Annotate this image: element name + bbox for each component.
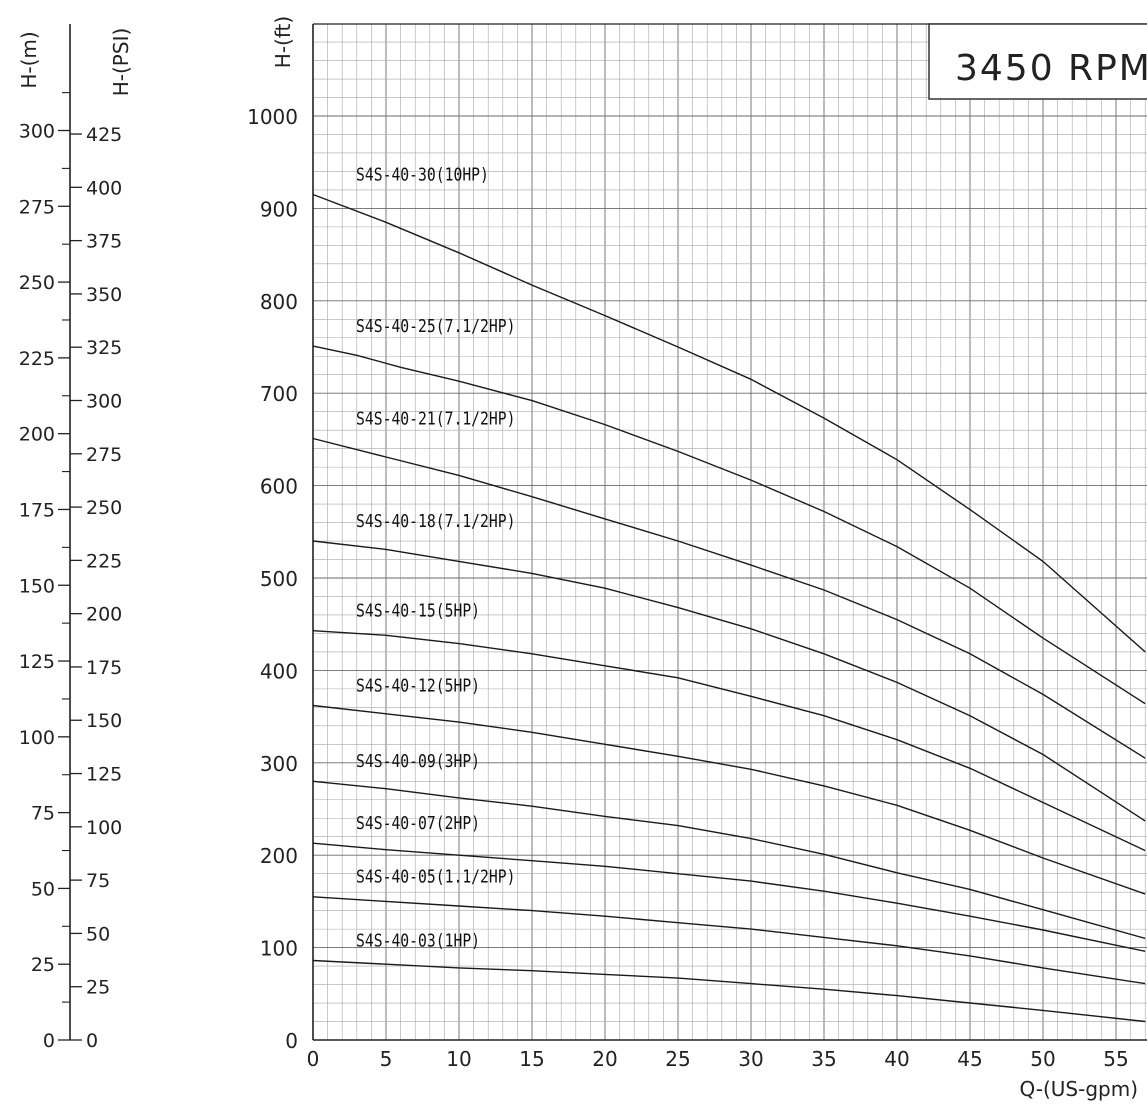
meter-tick-label: 300 — [19, 121, 55, 143]
meter-tick-label: 225 — [19, 348, 55, 370]
y-tick-label: 900 — [260, 197, 298, 221]
series-curve — [312, 193, 1146, 653]
psi-tick-label: 225 — [86, 550, 122, 572]
psi-tick-label: 425 — [86, 124, 122, 146]
x-tick-label: 35 — [811, 1047, 836, 1071]
psi-tick-label: 250 — [86, 497, 122, 519]
meter-tick-label: 250 — [19, 272, 55, 294]
meter-tick-label: 175 — [19, 499, 55, 521]
psi-tick-label: 150 — [86, 710, 122, 732]
chart-title: 3450 RPM — [955, 48, 1147, 89]
meter-tick-label: 275 — [19, 196, 55, 218]
x-tick-label: 20 — [592, 1047, 617, 1071]
series-curve — [312, 959, 1146, 1023]
x-tick-label: 25 — [665, 1047, 690, 1071]
series-label: S4S-40-12(5HP) — [356, 675, 480, 696]
x-tick-label: 10 — [446, 1047, 471, 1071]
series-label: S4S-40-09(3HP) — [356, 751, 480, 772]
psi-tick-label: 0 — [86, 1030, 98, 1052]
series-curve — [312, 842, 1146, 952]
psi-tick-label: 200 — [86, 604, 122, 626]
x-tick-label: 0 — [307, 1047, 320, 1071]
series-curve — [312, 540, 1146, 822]
y-tick-label: 600 — [260, 475, 298, 499]
y-tick-label: 800 — [260, 290, 298, 314]
series-curve — [312, 780, 1146, 940]
x-tick-label: 15 — [519, 1047, 544, 1071]
series-curve — [312, 345, 1146, 705]
psi-tick-label: 75 — [86, 870, 110, 892]
psi-tick-label: 400 — [86, 177, 122, 199]
performance-curves — [312, 193, 1146, 1023]
curve-labels: S4S-40-30(10HP) S4S-40-25(7.1/2HP) S4S-40-… — [356, 164, 515, 951]
psi-tick-label: 175 — [86, 657, 122, 679]
meter-tick-label: 125 — [19, 651, 55, 673]
x-tick-label: 55 — [1103, 1047, 1128, 1071]
x-tick-label: 45 — [957, 1047, 982, 1071]
psi-tick-label: 125 — [86, 764, 122, 786]
series-label: S4S-40-25(7.1/2HP) — [356, 316, 515, 337]
meter-tick-label: 25 — [31, 954, 55, 976]
y-tick-label: 500 — [260, 567, 298, 591]
series-label: S4S-40-03(1HP) — [356, 930, 480, 951]
series-curve — [312, 704, 1146, 895]
x-tick-label: 40 — [884, 1047, 909, 1071]
series-curve — [312, 437, 1146, 759]
psi-tick-label: 50 — [86, 923, 110, 945]
y-axis-title: H-(ft) — [271, 16, 295, 68]
meter-tick-label: 0 — [43, 1030, 55, 1052]
y-tick-label: 400 — [260, 659, 298, 683]
psi-tick-label: 350 — [86, 284, 122, 306]
series-curve — [312, 630, 1146, 852]
y-tick-label: 300 — [260, 752, 298, 776]
series-curve — [312, 896, 1146, 985]
series-label: S4S-40-07(2HP) — [356, 813, 480, 834]
y-tick-label: 0 — [285, 1029, 298, 1053]
y-tick-label: 200 — [260, 844, 298, 868]
series-label: S4S-40-18(7.1/2HP) — [356, 511, 515, 532]
series-label: S4S-40-05(1.1/2HP) — [356, 866, 515, 887]
plot-grid — [312, 24, 1147, 1041]
psi-axis-title: H-(PSI) — [109, 28, 133, 97]
title-box: 3450 RPM — [928, 23, 1147, 100]
x-tick-label: 30 — [738, 1047, 763, 1071]
series-label: S4S-40-30(10HP) — [356, 164, 489, 185]
y-tick-label: 100 — [260, 937, 298, 961]
psi-tick-label: 100 — [86, 817, 122, 839]
meter-tick-label: 50 — [31, 878, 55, 900]
psi-tick-label: 300 — [86, 390, 122, 412]
meter-tick-label: 100 — [19, 727, 55, 749]
psi-tick-label: 275 — [86, 444, 122, 466]
x-tick-label: 50 — [1030, 1047, 1055, 1071]
meter-tick-label: 150 — [19, 575, 55, 597]
meter-axis-title: H-(m) — [17, 31, 41, 88]
series-label: S4S-40-21(7.1/2HP) — [356, 408, 515, 429]
psi-tick-label: 25 — [86, 977, 110, 999]
psi-tick-label: 325 — [86, 337, 122, 359]
meter-tick-label: 200 — [19, 424, 55, 446]
y-tick-label: 1000 — [247, 105, 298, 129]
series-label: S4S-40-15(5HP) — [356, 600, 480, 621]
meter-tick-label: 75 — [31, 803, 55, 825]
x-tick-label: 5 — [380, 1047, 393, 1071]
psi-tick-label: 375 — [86, 231, 122, 253]
x-axis-title: Q-(US-gpm) — [1019, 1077, 1138, 1101]
y-tick-label: 700 — [260, 382, 298, 406]
